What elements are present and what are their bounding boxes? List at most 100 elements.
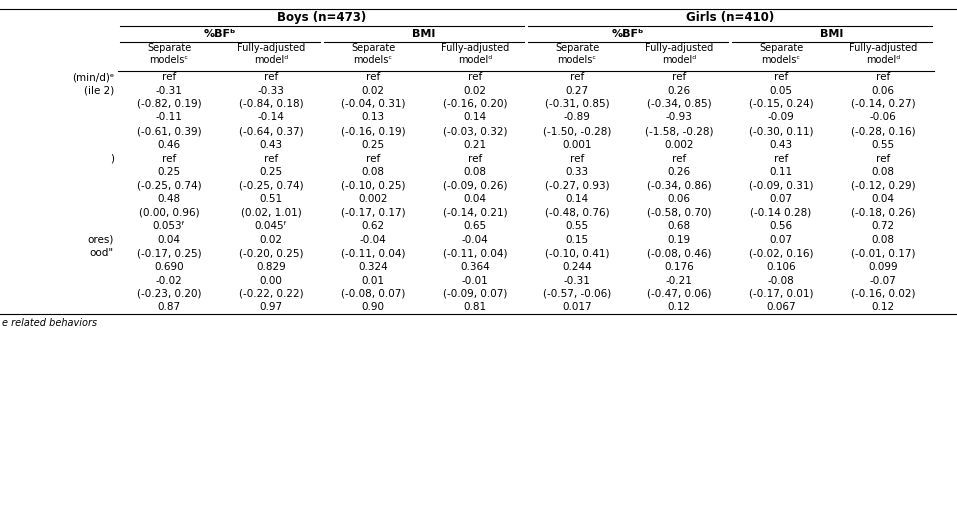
Text: 0.04: 0.04	[463, 194, 486, 204]
Text: (-0.10, 0.41): (-0.10, 0.41)	[545, 248, 610, 259]
Text: 0.26: 0.26	[667, 167, 691, 177]
Text: (-0.02, 0.16): (-0.02, 0.16)	[748, 248, 813, 259]
Text: BMI: BMI	[820, 29, 844, 39]
Text: (-0.14, 0.27): (-0.14, 0.27)	[851, 99, 915, 109]
Text: 0.02: 0.02	[362, 85, 385, 96]
Text: (-0.09, 0.07): (-0.09, 0.07)	[443, 289, 507, 299]
Text: 0.48: 0.48	[158, 194, 181, 204]
Text: -0.14: -0.14	[257, 113, 284, 122]
Text: -0.02: -0.02	[156, 276, 183, 285]
Text: 0.43: 0.43	[769, 139, 792, 150]
Text: 0.68: 0.68	[667, 221, 691, 231]
Text: -0.04: -0.04	[360, 235, 387, 245]
Text: -0.33: -0.33	[257, 85, 284, 96]
Text: 0.04: 0.04	[872, 194, 895, 204]
Text: ref: ref	[672, 154, 686, 163]
Text: 0.43: 0.43	[259, 139, 282, 150]
Text: ref: ref	[569, 154, 584, 163]
Text: (min/d)ᵉ: (min/d)ᵉ	[72, 72, 114, 82]
Text: 0.324: 0.324	[358, 262, 388, 272]
Text: (-0.04, 0.31): (-0.04, 0.31)	[341, 99, 405, 109]
Text: 0.72: 0.72	[872, 221, 895, 231]
Text: (-0.10, 0.25): (-0.10, 0.25)	[341, 180, 405, 191]
Text: 0.017: 0.017	[562, 303, 591, 313]
Text: 0.21: 0.21	[463, 139, 486, 150]
Text: (-0.18, 0.26): (-0.18, 0.26)	[851, 208, 915, 217]
Text: Girls (n=410): Girls (n=410)	[686, 11, 774, 25]
Text: -0.31: -0.31	[564, 276, 590, 285]
Text: 0.05: 0.05	[769, 85, 792, 96]
Text: 0.08: 0.08	[463, 167, 486, 177]
Text: (-0.01, 0.17): (-0.01, 0.17)	[851, 248, 915, 259]
Text: (-0.58, 0.70): (-0.58, 0.70)	[647, 208, 711, 217]
Text: 0.02: 0.02	[259, 235, 282, 245]
Text: 0.08: 0.08	[872, 235, 895, 245]
Text: (-0.14, 0.21): (-0.14, 0.21)	[443, 208, 507, 217]
Text: (-0.11, 0.04): (-0.11, 0.04)	[341, 248, 405, 259]
Text: ref: ref	[569, 72, 584, 82]
Text: 0.87: 0.87	[158, 303, 181, 313]
Text: -0.06: -0.06	[870, 113, 897, 122]
Text: 0.07: 0.07	[769, 194, 792, 204]
Text: ref: ref	[672, 72, 686, 82]
Text: ref: ref	[774, 154, 789, 163]
Text: (-0.34, 0.85): (-0.34, 0.85)	[647, 99, 711, 109]
Text: 0.46: 0.46	[158, 139, 181, 150]
Text: ref: ref	[162, 72, 176, 82]
Text: Separate
modelsᶜ: Separate modelsᶜ	[146, 43, 191, 65]
Text: 0.14: 0.14	[566, 194, 589, 204]
Text: (-1.58, -0.28): (-1.58, -0.28)	[645, 126, 713, 136]
Text: (-0.16, 0.20): (-0.16, 0.20)	[443, 99, 507, 109]
Text: (-0.17, 0.25): (-0.17, 0.25)	[137, 248, 201, 259]
Text: (-0.61, 0.39): (-0.61, 0.39)	[137, 126, 201, 136]
Text: 0.51: 0.51	[259, 194, 282, 204]
Text: ref: ref	[876, 72, 890, 82]
Text: -0.93: -0.93	[665, 113, 693, 122]
Text: (-0.25, 0.74): (-0.25, 0.74)	[238, 180, 303, 191]
Text: 0.90: 0.90	[362, 303, 385, 313]
Text: 0.81: 0.81	[463, 303, 486, 313]
Text: Fully-adjusted
modelᵈ: Fully-adjusted modelᵈ	[441, 43, 509, 65]
Text: (-0.17, 0.17): (-0.17, 0.17)	[341, 208, 406, 217]
Text: BMI: BMI	[412, 29, 435, 39]
Text: 0.045ᶠ: 0.045ᶠ	[255, 221, 287, 231]
Text: (-0.47, 0.06): (-0.47, 0.06)	[647, 289, 711, 299]
Text: 0.14: 0.14	[463, 113, 486, 122]
Text: 0.04: 0.04	[158, 235, 181, 245]
Text: (-0.28, 0.16): (-0.28, 0.16)	[851, 126, 915, 136]
Text: 0.00: 0.00	[259, 276, 282, 285]
Text: -0.11: -0.11	[156, 113, 183, 122]
Text: 0.067: 0.067	[767, 303, 796, 313]
Text: ref: ref	[264, 72, 278, 82]
Text: Boys (n=473): Boys (n=473)	[278, 11, 367, 25]
Text: -0.01: -0.01	[461, 276, 488, 285]
Text: 0.56: 0.56	[769, 221, 792, 231]
Text: 0.19: 0.19	[667, 235, 691, 245]
Text: (-0.20, 0.25): (-0.20, 0.25)	[238, 248, 303, 259]
Text: 0.33: 0.33	[566, 167, 589, 177]
Text: Fully-adjusted
modelᵈ: Fully-adjusted modelᵈ	[237, 43, 305, 65]
Text: (-0.48, 0.76): (-0.48, 0.76)	[545, 208, 610, 217]
Text: 0.002: 0.002	[358, 194, 388, 204]
Text: (-0.27, 0.93): (-0.27, 0.93)	[545, 180, 610, 191]
Text: Separate
modelsᶜ: Separate modelsᶜ	[555, 43, 599, 65]
Text: ref: ref	[162, 154, 176, 163]
Text: 0.06: 0.06	[872, 85, 895, 96]
Text: %BFᵇ: %BFᵇ	[612, 29, 644, 39]
Text: 0.244: 0.244	[562, 262, 591, 272]
Text: (-1.50, -0.28): (-1.50, -0.28)	[543, 126, 612, 136]
Text: (-0.17, 0.01): (-0.17, 0.01)	[748, 289, 813, 299]
Text: (-0.08, 0.07): (-0.08, 0.07)	[341, 289, 405, 299]
Text: -0.07: -0.07	[870, 276, 897, 285]
Text: ref: ref	[468, 72, 482, 82]
Text: 0.053ᶠ: 0.053ᶠ	[152, 221, 186, 231]
Text: 0.12: 0.12	[667, 303, 691, 313]
Text: 0.08: 0.08	[362, 167, 385, 177]
Text: (-0.57, -0.06): (-0.57, -0.06)	[543, 289, 612, 299]
Text: (-0.22, 0.22): (-0.22, 0.22)	[238, 289, 303, 299]
Text: -0.09: -0.09	[768, 113, 794, 122]
Text: 0.26: 0.26	[667, 85, 691, 96]
Text: 0.27: 0.27	[566, 85, 589, 96]
Text: ref: ref	[468, 154, 482, 163]
Text: 0.176: 0.176	[664, 262, 694, 272]
